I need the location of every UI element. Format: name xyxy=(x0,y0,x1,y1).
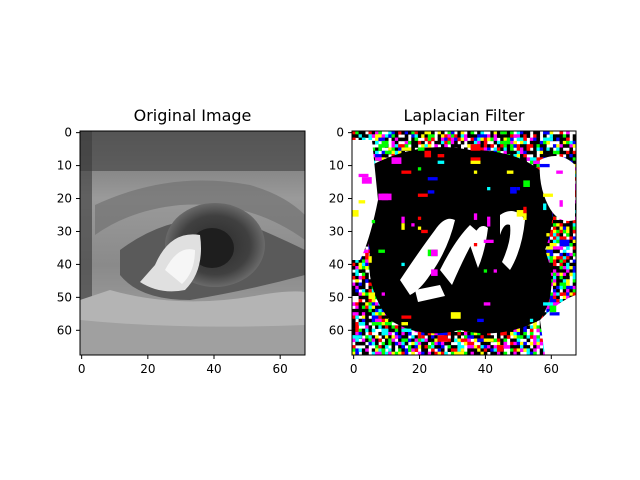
x-tick-label: 40 xyxy=(206,362,221,376)
y-tick-label: 40 xyxy=(57,257,72,271)
x-tick-label: 0 xyxy=(78,362,86,376)
original-image-panel: Original Image 0 20 40 60 0 10 20 30 40 50 60 xyxy=(57,106,306,376)
axes-ticks: 0 20 40 60 0 10 20 30 40 50 60 xyxy=(329,126,559,376)
y-tick-label: 60 xyxy=(329,323,344,337)
x-tick-label: 60 xyxy=(273,362,288,376)
x-tick-label: 60 xyxy=(544,362,559,376)
y-tick-label: 60 xyxy=(57,323,72,337)
y-tick-label: 20 xyxy=(329,192,344,206)
x-tick-label: 0 xyxy=(350,362,358,376)
original-image xyxy=(80,131,305,355)
y-tick-label: 30 xyxy=(329,224,344,238)
y-tick-label: 0 xyxy=(336,126,344,140)
axes-frame xyxy=(79,130,306,356)
chart-title: Laplacian Filter xyxy=(403,106,524,125)
y-tick-label: 50 xyxy=(329,290,344,304)
y-tick-label: 40 xyxy=(329,257,344,271)
x-tick-label: 40 xyxy=(478,362,493,376)
y-tick-label: 50 xyxy=(57,290,72,304)
chart-title: Original Image xyxy=(134,106,252,125)
x-tick-label: 20 xyxy=(412,362,427,376)
y-tick-label: 0 xyxy=(64,126,72,140)
laplacian-image xyxy=(352,131,576,355)
y-tick-label: 10 xyxy=(57,159,72,173)
y-tick-label: 10 xyxy=(329,159,344,173)
axes-ticks: 0 20 40 60 0 10 20 30 40 50 60 xyxy=(57,126,288,376)
x-tick-label: 20 xyxy=(140,362,155,376)
axes-frame xyxy=(351,130,577,356)
laplacian-filter-panel: Laplacian Filter 0 20 40 60 0 10 20 30 40 50 60 xyxy=(329,106,577,376)
y-tick-label: 30 xyxy=(57,224,72,238)
y-tick-label: 20 xyxy=(57,192,72,206)
